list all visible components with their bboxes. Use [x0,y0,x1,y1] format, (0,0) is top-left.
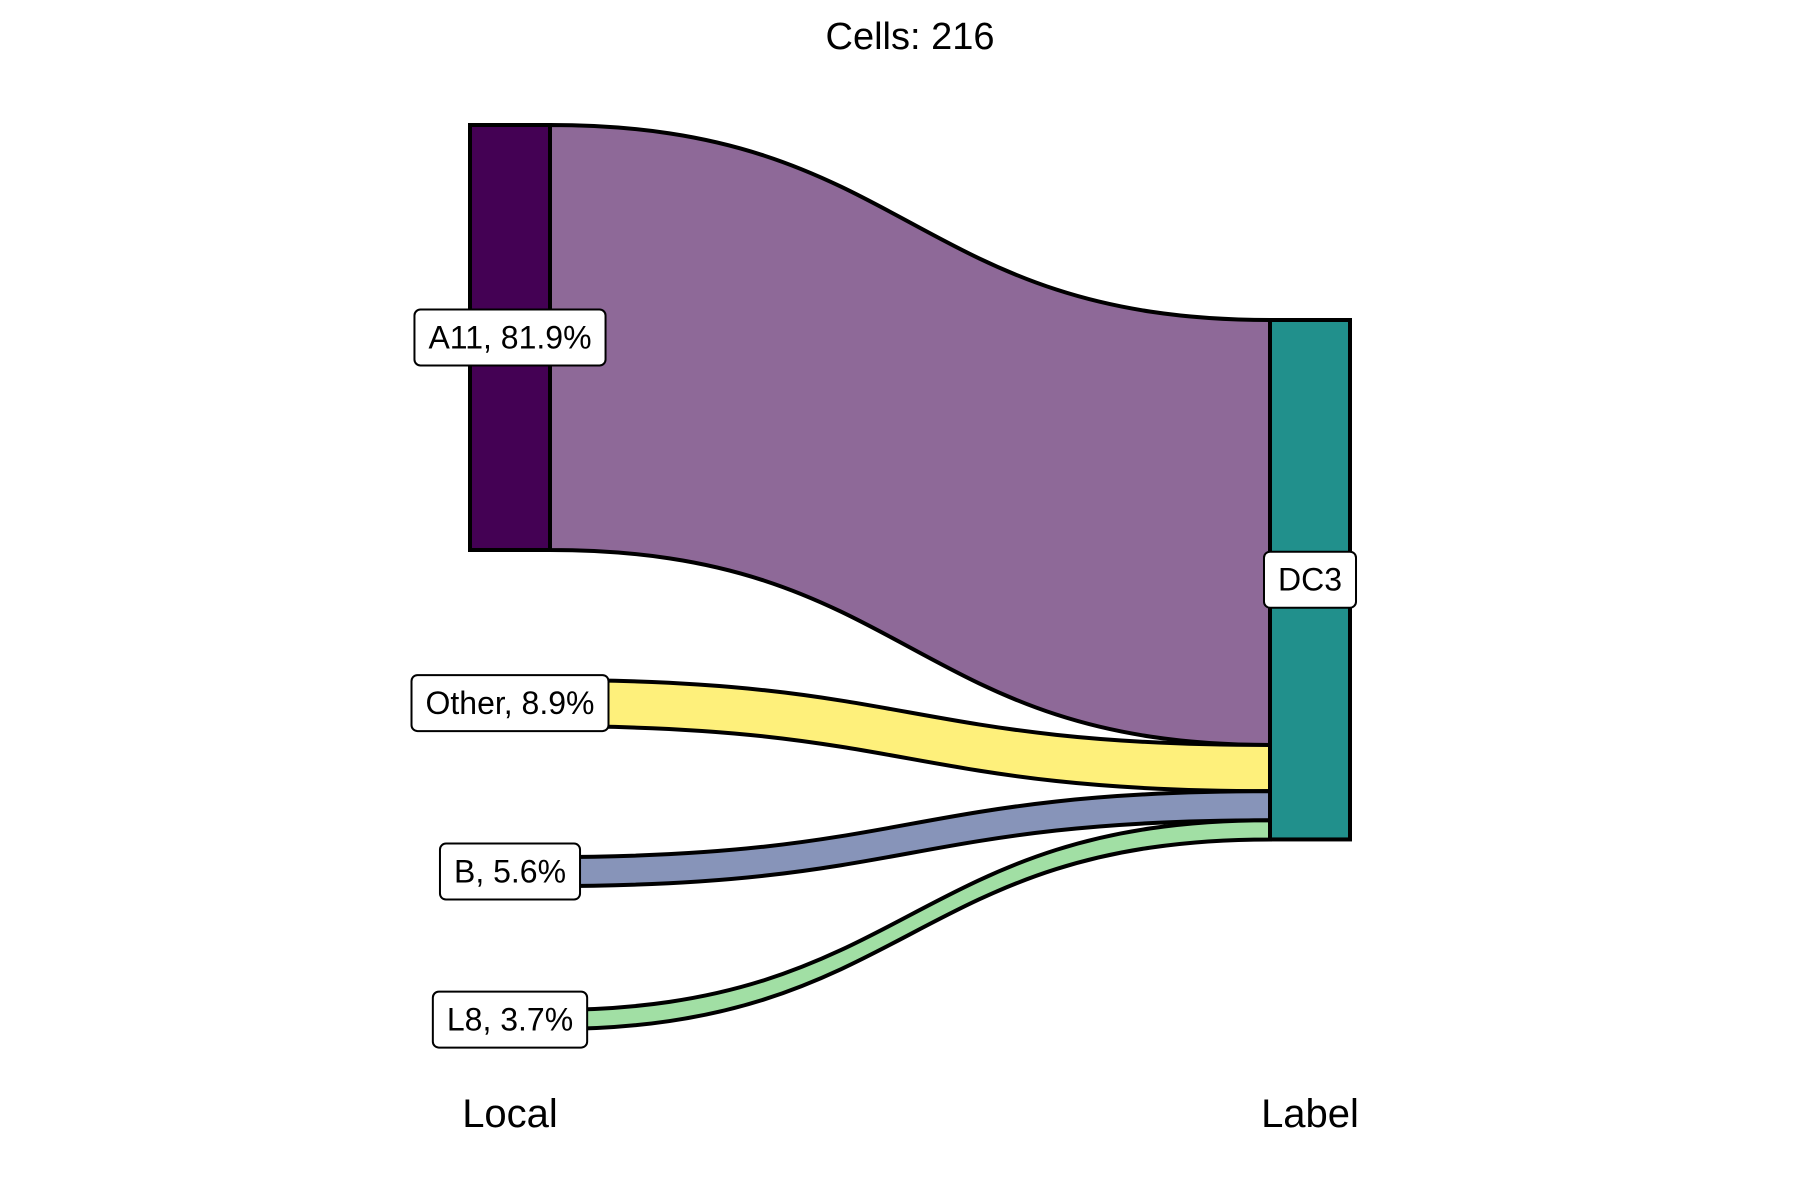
label-b: B, 5.6% [438,842,582,901]
flow-a11-to-dc3 [548,122,1272,748]
label-other-text: Other, 8.9% [426,685,595,721]
label-other: Other, 8.9% [410,674,610,733]
label-l8: L8, 3.7% [431,990,589,1049]
label-a11-text: A11, 81.9% [428,320,591,356]
axis-label-label: Label [1261,1092,1359,1136]
label-l8-text: L8, 3.7% [447,1002,573,1038]
label-b-box [438,842,582,901]
label-dc3: DC3 [1262,550,1358,609]
chart-title: Cells: 216 [826,16,995,58]
flows-layer [548,122,1272,1032]
axis-label-local: Local [462,1092,558,1136]
label-b-text: B, 5.6% [454,854,566,890]
labels-layer: A11, 81.9% Other, 8.9% B, 5.6% L8, 3.7% DC3 [410,308,1358,1049]
label-other-box [410,674,610,733]
label-a11-box [413,308,607,367]
label-dc3-box [1262,550,1358,609]
label-dc3-text: DC3 [1278,562,1342,598]
label-l8-box [431,990,589,1049]
label-a11: A11, 81.9% [413,308,607,367]
